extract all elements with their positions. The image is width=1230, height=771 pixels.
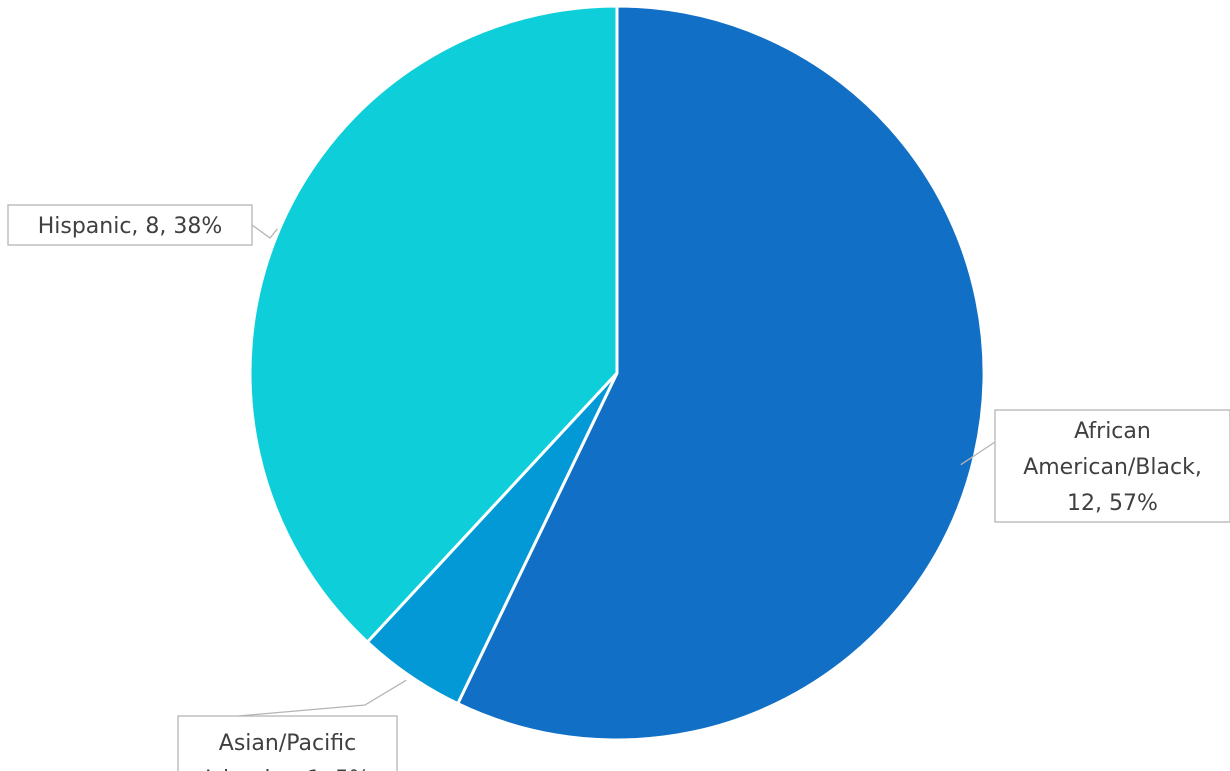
pie-slice-african-american-black xyxy=(455,4,986,742)
label-box xyxy=(994,409,1230,523)
pie-slices xyxy=(248,4,986,742)
label-box xyxy=(7,204,253,246)
data-label-line: American/Black, xyxy=(1023,455,1202,480)
data-labels: African American/Black, 12, 57% Asian/Pacif… xyxy=(7,204,1230,771)
data-label-african-american-black: African American/Black, 12, 57% xyxy=(960,409,1230,523)
data-label-line: Asian/Pacific xyxy=(219,731,356,756)
pie-slice-hispanic xyxy=(248,4,619,645)
data-label-line: African xyxy=(1074,419,1151,444)
data-label-line: Hispanic, 8, 38% xyxy=(38,214,223,239)
leader-line xyxy=(237,679,407,717)
data-label-line: 12, 57% xyxy=(1067,491,1158,516)
data-label-hispanic: Hispanic, 8, 38% xyxy=(7,204,278,246)
label-box xyxy=(177,715,398,771)
leader-line xyxy=(251,224,278,239)
leader-line xyxy=(960,441,996,466)
data-label-line: Islander, 1, 5% xyxy=(205,767,370,771)
data-label-asian-pacific-islander: Asian/Pacific Islander, 1, 5% xyxy=(177,679,407,771)
